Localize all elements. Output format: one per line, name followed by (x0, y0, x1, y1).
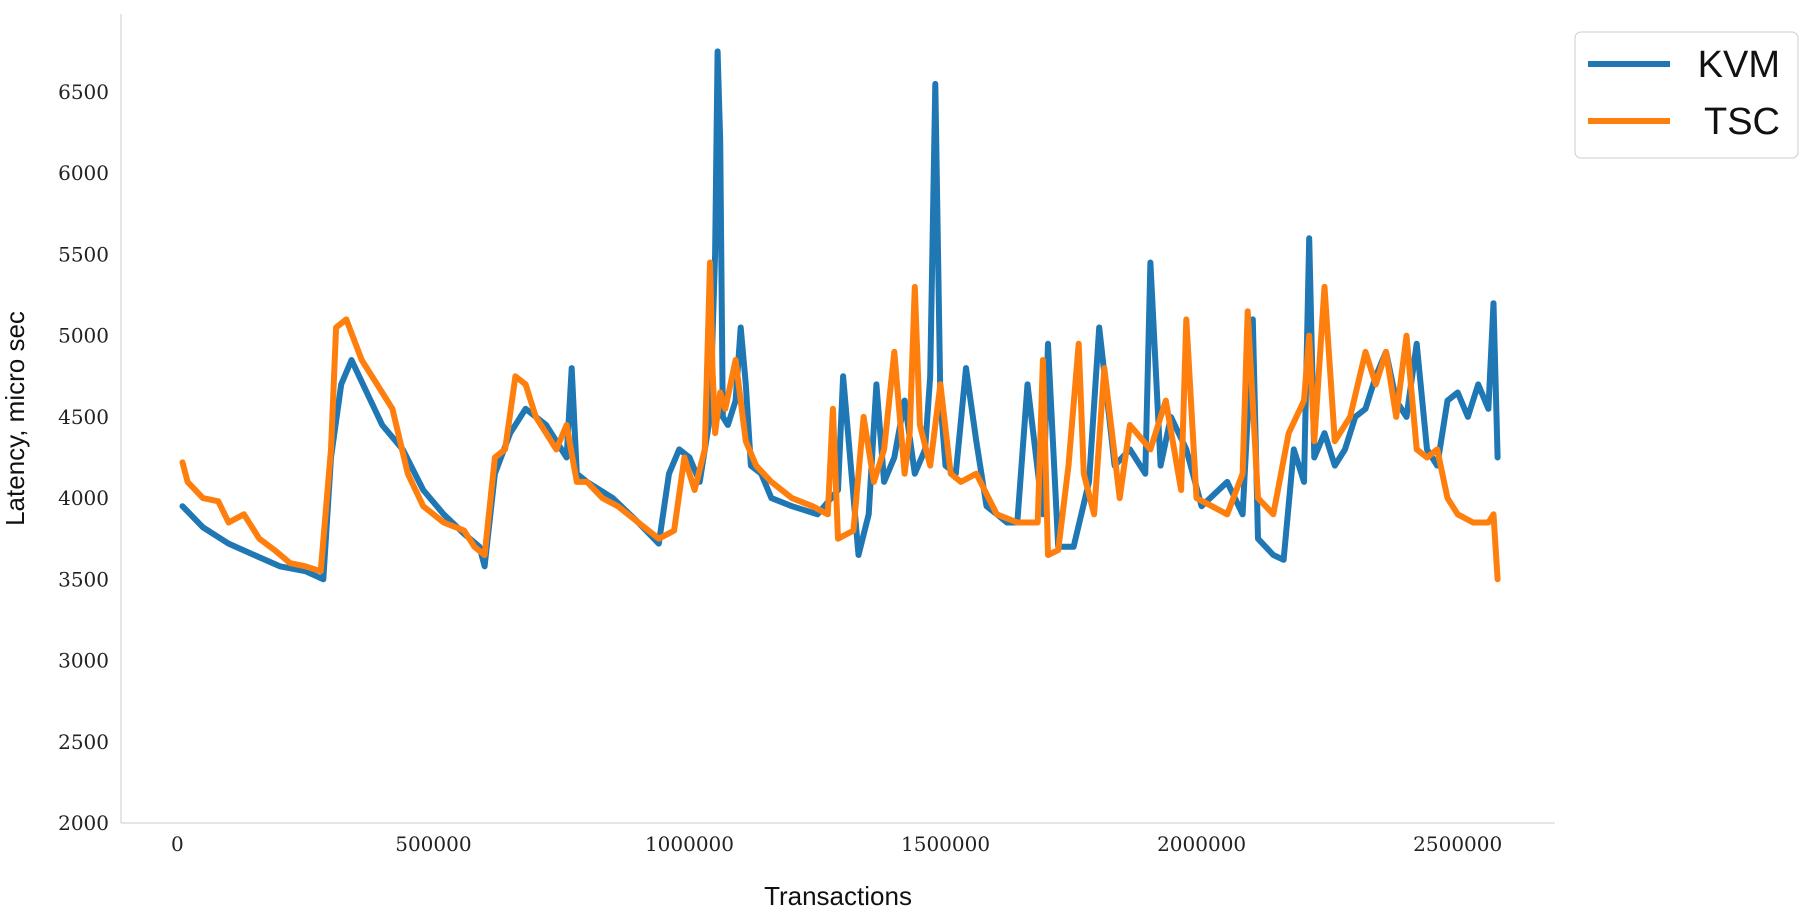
x-tick-label: 1500000 (901, 832, 990, 856)
series-line-tsc (179, 259, 1501, 583)
y-tick-label: 5000 (58, 324, 109, 348)
x-axis-title: Transactions (764, 881, 912, 911)
series-line-kvm (179, 48, 1501, 583)
y-tick-label: 2500 (58, 730, 109, 754)
y-tick-label: 5500 (58, 242, 109, 266)
x-tick-label: 500000 (395, 832, 471, 856)
y-tick-label: 2000 (58, 811, 109, 835)
legend-label-kvm: KVM (1698, 44, 1780, 86)
y-axis-title: Latency, micro sec (0, 311, 30, 526)
x-tick-label: 2000000 (1157, 832, 1246, 856)
x-tick-label: 1000000 (645, 832, 734, 856)
legend: KVM TSC (1574, 31, 1799, 159)
plot-area: 2000 2500 3000 3500 4000 4500 5000 5500 6000 6500… (58, 14, 1555, 856)
y-ticks: 2000 2500 3000 3500 4000 4500 5000 5500 6000 6500 (58, 80, 109, 835)
y-tick-label: 3500 (58, 567, 109, 591)
y-tick-label: 6500 (58, 80, 109, 104)
x-tick-label: 0 (171, 832, 184, 856)
y-tick-label: 6000 (58, 161, 109, 185)
legend-label-tsc: TSC (1704, 101, 1780, 143)
y-tick-label: 4000 (58, 486, 109, 510)
series-layer (179, 48, 1501, 583)
x-tick-label: 2500000 (1413, 832, 1502, 856)
y-tick-label: 4500 (58, 405, 109, 429)
x-ticks: 0 500000 1000000 1500000 2000000 2500000 (171, 832, 1502, 856)
y-tick-label: 3000 (58, 649, 109, 673)
